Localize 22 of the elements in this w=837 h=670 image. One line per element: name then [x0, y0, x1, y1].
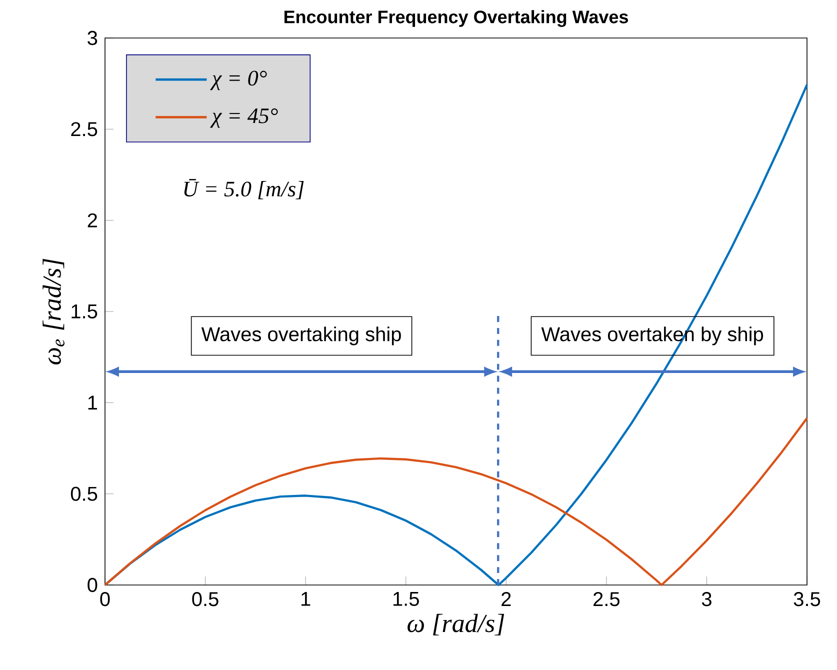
x-tick-label: 1.5 [393, 592, 419, 606]
x-tick-label: 1 [302, 592, 310, 606]
x-tick-label: 0.5 [192, 592, 218, 606]
y-tick-label: 2.5 [71, 122, 98, 136]
x-tick-label: 2.5 [594, 592, 620, 606]
x-tick-label: 2 [502, 592, 511, 606]
y-tick-label: 3 [88, 30, 98, 46]
legend-label: χ = 45° [210, 108, 278, 128]
y-tick-label: 0 [88, 578, 98, 592]
y-tick-label: 2 [88, 213, 97, 228]
legend-label: χ = 0° [210, 70, 267, 90]
chart-title: Encounter Frequency Overtaking Waves [284, 10, 628, 27]
annotation: Ū = 5.0 [m/s] [184, 179, 304, 200]
x-tick-label: 3 [702, 592, 712, 606]
annotation: Waves overtaking ship [201, 326, 401, 346]
y-tick-label: 1.5 [72, 304, 98, 318]
x-tick-label: 3.5 [794, 592, 820, 606]
x-tick-label: 0 [100, 592, 110, 606]
y-tick-label: 0.5 [70, 486, 98, 501]
y-axis-title: ω$_{e}$ [rad/s] [42, 258, 64, 364]
y-tick-label: 1 [88, 396, 97, 410]
x-axis-title: ω [rad/s] [408, 614, 504, 636]
